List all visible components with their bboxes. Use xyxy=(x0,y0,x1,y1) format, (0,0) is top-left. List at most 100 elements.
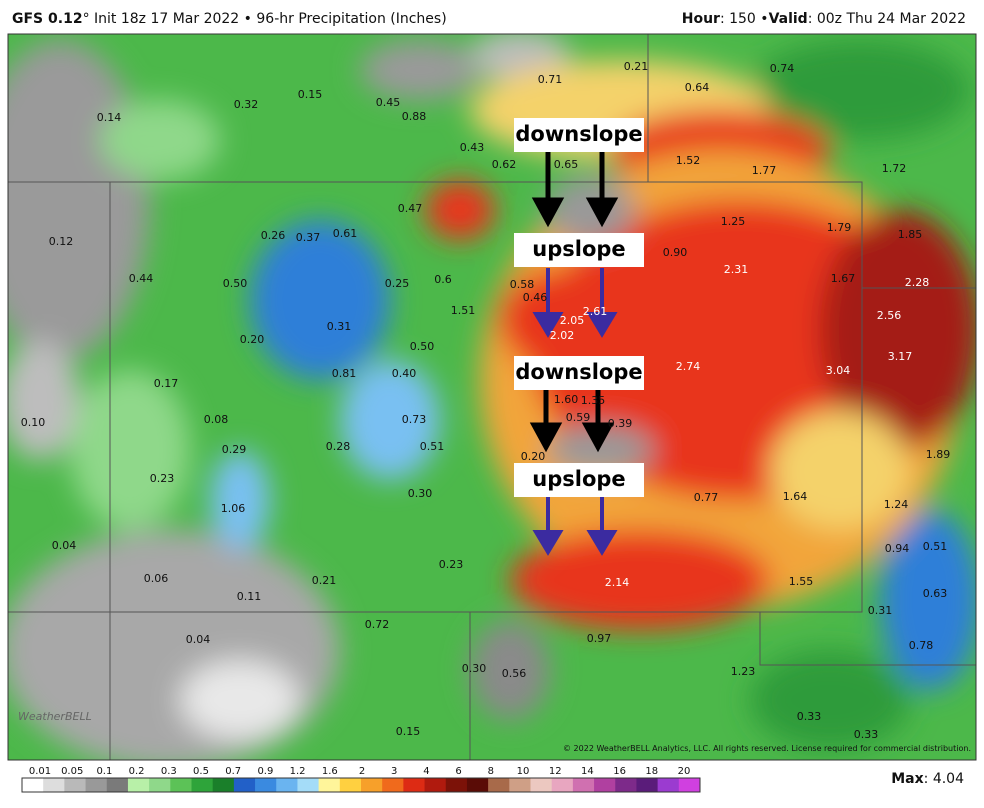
precip-label: 0.47 xyxy=(398,202,423,215)
legend-swatch xyxy=(233,778,256,792)
precip-label: 0.72 xyxy=(365,618,390,631)
legend-swatch xyxy=(318,778,341,792)
legend-tick: 12 xyxy=(549,766,562,777)
legend-swatch xyxy=(530,778,553,792)
precip-label: 0.6 xyxy=(434,273,452,286)
legend-tick: 14 xyxy=(581,766,594,777)
precip-label: 1.89 xyxy=(926,448,951,461)
precip-label: 0.39 xyxy=(608,417,633,430)
legend-swatch xyxy=(488,778,510,792)
precip-label: 0.78 xyxy=(909,639,934,652)
legend-swatch xyxy=(339,778,362,792)
legend-swatch xyxy=(445,778,468,792)
header-part: : 150 • xyxy=(720,11,769,27)
legend-tick: 0.01 xyxy=(29,766,51,777)
precip-label: 2.31 xyxy=(724,263,749,276)
precip-label: 1.64 xyxy=(783,490,808,503)
legend-tick: 0.05 xyxy=(61,766,83,777)
precip-label: 0.14 xyxy=(97,111,122,124)
legend-swatch xyxy=(22,778,44,792)
precip-label: 0.26 xyxy=(261,229,286,242)
precip-label: 0.11 xyxy=(237,590,262,603)
precip-label: 2.28 xyxy=(905,276,930,289)
precip-label: 0.12 xyxy=(49,235,74,248)
precip-label: 0.20 xyxy=(240,333,265,346)
precip-label: 0.21 xyxy=(312,574,337,587)
legend-tick: 16 xyxy=(613,766,626,777)
legend-swatch xyxy=(678,778,701,792)
header-text: Hour: 150 •Valid: 00z Thu 24 Mar 2022 xyxy=(682,11,966,27)
precip-label: 0.63 xyxy=(923,587,948,600)
legend-tick: 0.7 xyxy=(225,766,241,777)
legend-swatch xyxy=(149,778,171,792)
precip-label: 0.30 xyxy=(462,662,487,675)
precip-label: 2.02 xyxy=(550,329,575,342)
annotation-box xyxy=(514,233,644,267)
map-frame xyxy=(7,33,977,761)
legend-swatch xyxy=(276,778,298,792)
precip-label: 0.10 xyxy=(21,416,46,429)
precip-label: 3.04 xyxy=(826,364,851,377)
legend-swatch xyxy=(657,778,680,792)
annotation: upslope xyxy=(514,233,644,267)
legend-swatch xyxy=(64,778,87,792)
precip-label: 2.56 xyxy=(877,309,902,322)
legend-tick: 8 xyxy=(488,766,494,777)
header-part: Valid xyxy=(769,11,808,27)
precip-label: 0.71 xyxy=(538,73,563,86)
precip-label: 1.67 xyxy=(831,272,856,285)
precip-label: 1.35 xyxy=(581,394,606,407)
precip-label: 0.06 xyxy=(144,572,169,585)
legend-swatch xyxy=(361,778,383,792)
precip-label: 0.28 xyxy=(326,440,351,453)
legend-swatch xyxy=(382,778,404,792)
precip-label: 0.23 xyxy=(439,558,464,571)
precip-label: 1.06 xyxy=(221,502,246,515)
precip-label: 0.51 xyxy=(420,440,445,453)
legend-swatch xyxy=(106,778,129,792)
precip-label: 0.44 xyxy=(129,272,154,285)
precip-label: 1.25 xyxy=(721,215,746,228)
legend-tick: 10 xyxy=(517,766,530,777)
legend-tick: 20 xyxy=(678,766,691,777)
precip-label: 0.33 xyxy=(854,728,879,741)
copyright: © 2022 WeatherBELL Analytics, LLC. All r… xyxy=(563,744,971,753)
precip-label: 2.61 xyxy=(583,305,608,318)
borders xyxy=(8,34,976,760)
precip-label: 0.29 xyxy=(222,443,247,456)
legend-tick: 18 xyxy=(645,766,658,777)
precip-label: 1.77 xyxy=(752,164,777,177)
annotation-box xyxy=(514,463,644,497)
precip-label: 0.90 xyxy=(663,246,688,259)
legend-frame xyxy=(21,777,701,793)
precip-label: 0.40 xyxy=(392,367,417,380)
precip-label: 0.88 xyxy=(402,110,427,123)
legend-swatch xyxy=(255,778,277,792)
precip-label: 0.15 xyxy=(298,88,323,101)
legend-swatch xyxy=(615,778,637,792)
legend-swatch xyxy=(551,778,574,792)
legend-tick: 0.1 xyxy=(96,766,112,777)
header-part: Hour xyxy=(682,11,720,27)
legend-tick: 4 xyxy=(423,766,429,777)
precip-label: 0.58 xyxy=(510,278,535,291)
precip-label: 3.17 xyxy=(888,350,913,363)
precip-label: 0.59 xyxy=(566,411,591,424)
legend-tick: 0.5 xyxy=(193,766,209,777)
precip-label: 1.24 xyxy=(884,498,909,511)
legend-swatch xyxy=(297,778,320,792)
precip-label: 0.23 xyxy=(150,472,175,485)
max-label: Max xyxy=(891,771,923,787)
precip-label: 0.15 xyxy=(396,725,421,738)
legend-tick: 0.3 xyxy=(161,766,177,777)
legend-swatch xyxy=(572,778,595,792)
precip-label: 0.97 xyxy=(587,632,612,645)
legend-max: Max: 4.04 xyxy=(891,771,964,787)
precip-label: 0.43 xyxy=(460,141,485,154)
legend-swatch xyxy=(509,778,531,792)
annotation-box xyxy=(514,356,644,390)
legend-swatch xyxy=(43,778,65,792)
precip-label: 1.60 xyxy=(554,393,579,406)
annotation-box xyxy=(514,118,644,152)
